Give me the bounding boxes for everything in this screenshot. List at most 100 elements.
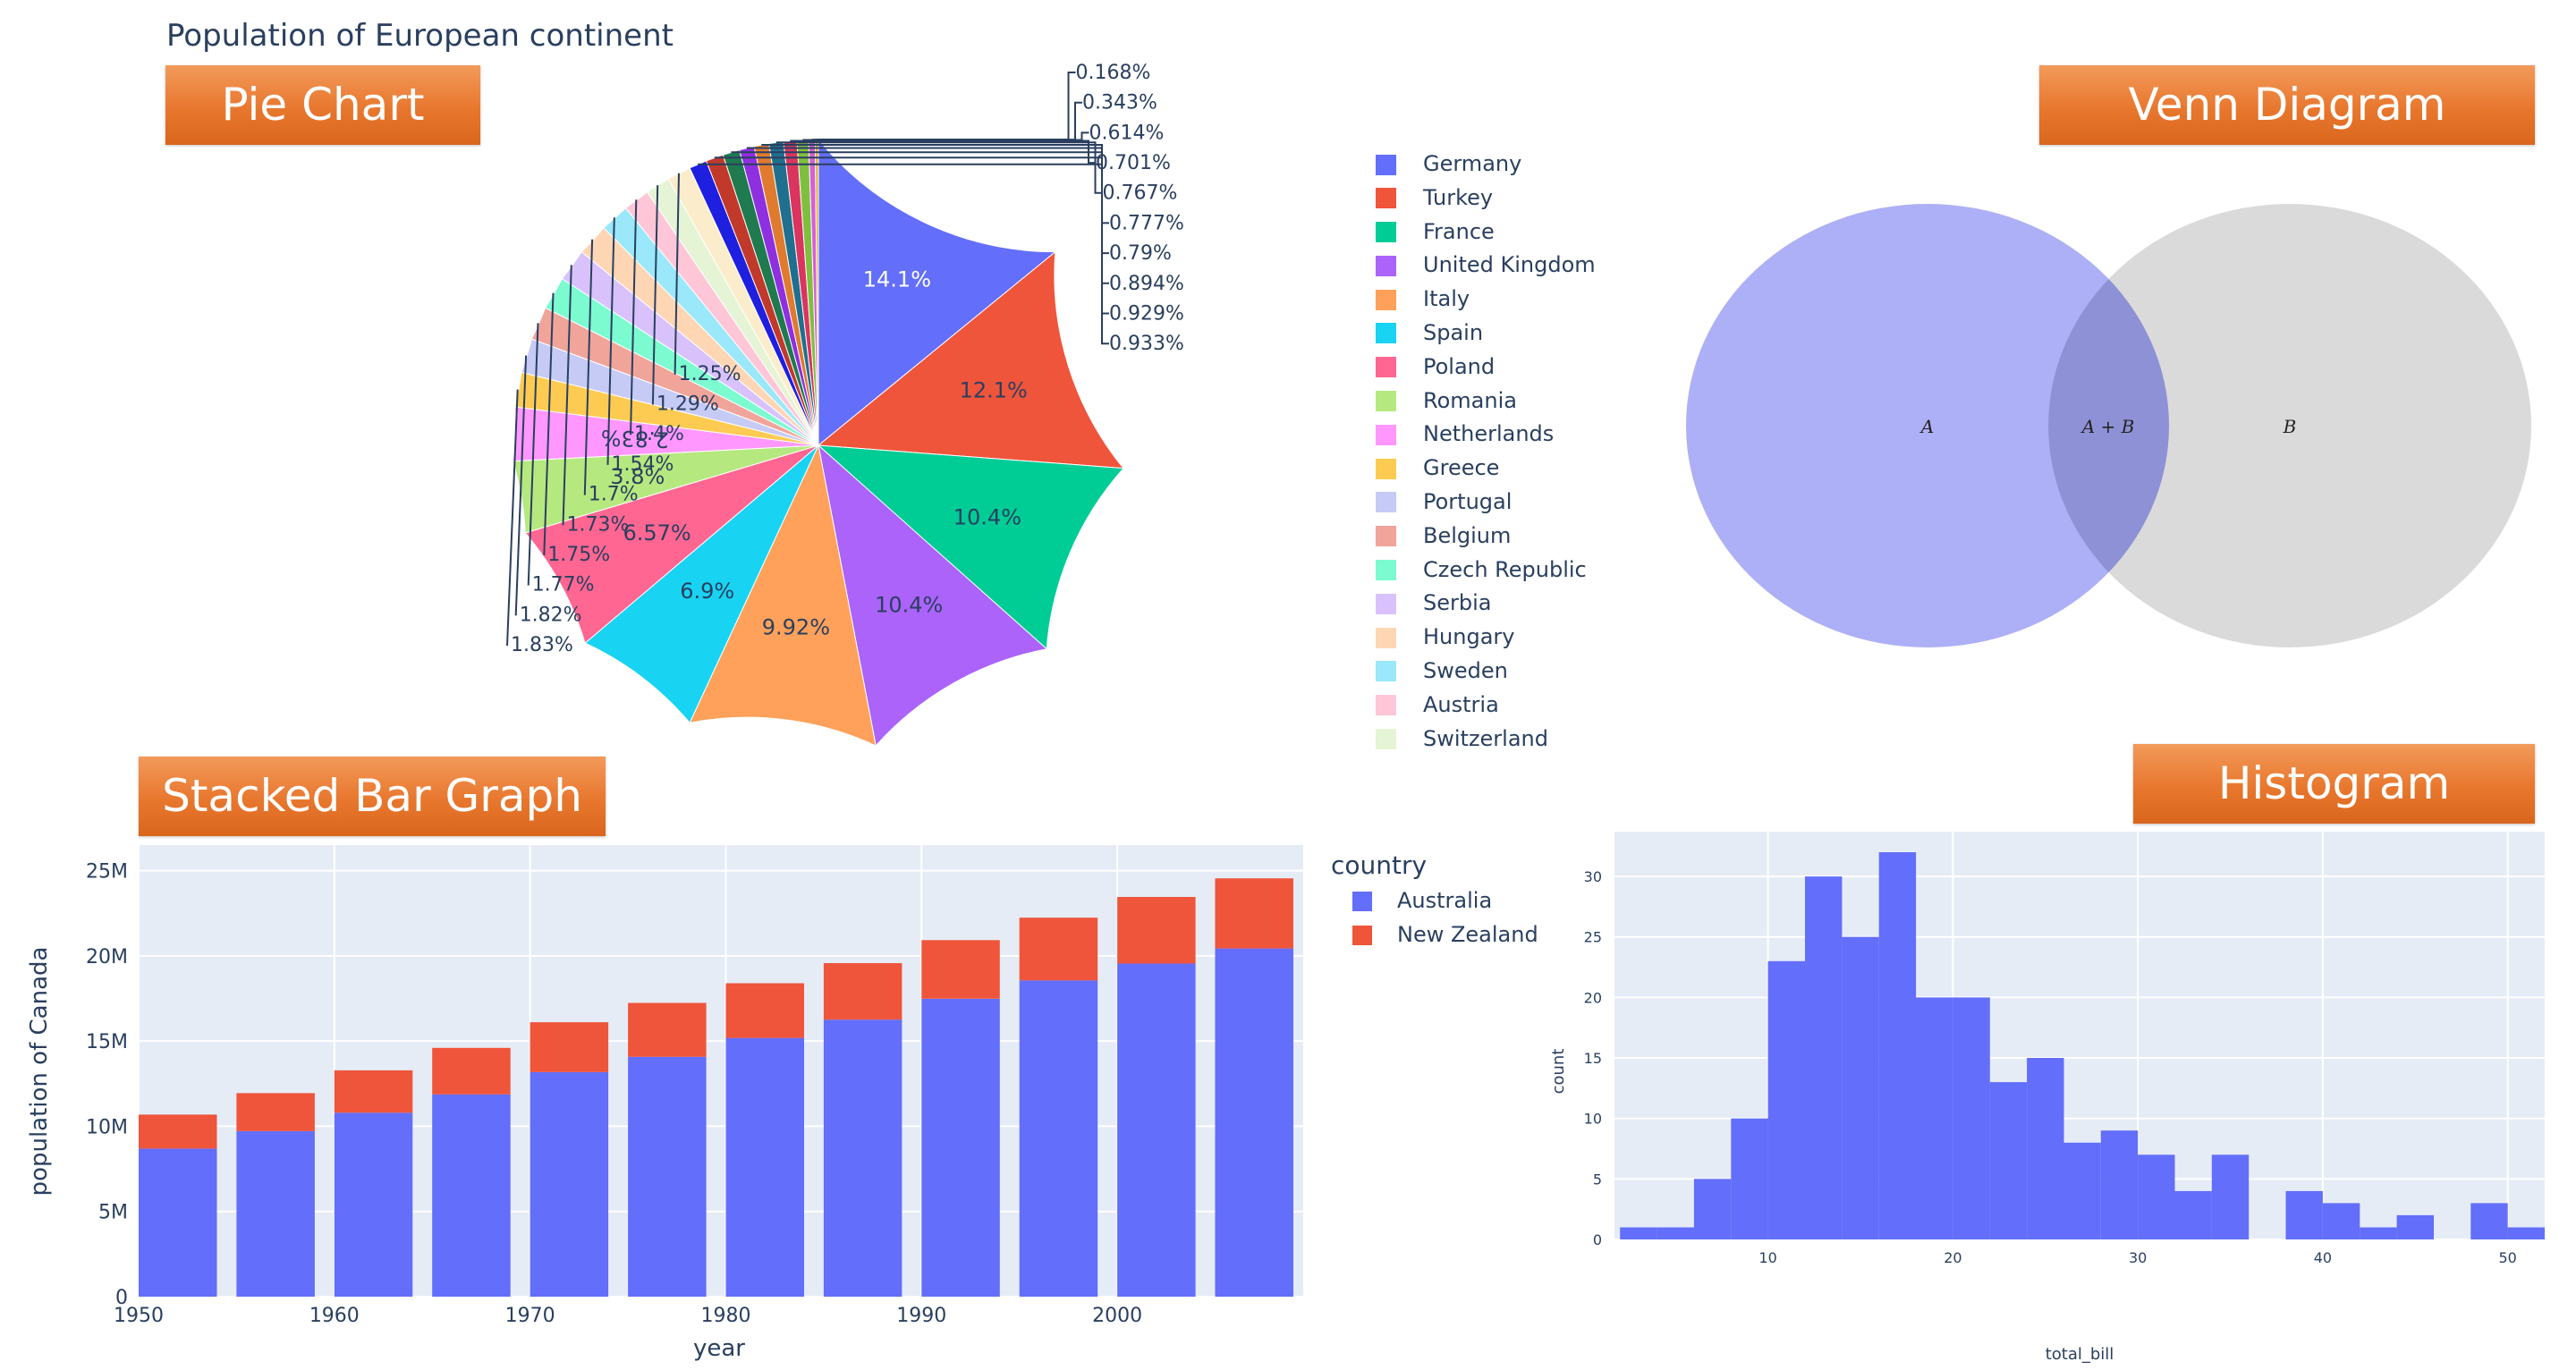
legend-item[interactable]: Switzerland bbox=[1376, 723, 1644, 757]
pie-slice-label: 3.8% bbox=[610, 464, 665, 489]
legend-item[interactable]: Belgium bbox=[1376, 520, 1644, 554]
bar-segment[interactable] bbox=[236, 1093, 315, 1131]
legend-item[interactable]: Austria bbox=[1376, 689, 1644, 723]
bar-segment[interactable] bbox=[236, 1130, 315, 1297]
histogram-bar[interactable] bbox=[1989, 1082, 2028, 1239]
histogram-bar[interactable] bbox=[2100, 1130, 2139, 1239]
histogram-bar[interactable] bbox=[1620, 1227, 1657, 1240]
page-title: Population of European continent bbox=[166, 18, 674, 54]
histogram-bar[interactable] bbox=[2360, 1227, 2397, 1240]
pie-slice-label: 10.4% bbox=[953, 504, 1021, 529]
x-axis-title: year bbox=[693, 1335, 745, 1362]
y-tick-label: 30 bbox=[1584, 868, 1602, 885]
bar-segment[interactable] bbox=[432, 1047, 511, 1095]
bar-segment[interactable] bbox=[1019, 918, 1098, 981]
legend-item[interactable]: Netherlands bbox=[1376, 418, 1644, 452]
legend-label: Poland bbox=[1423, 353, 1496, 379]
legend-item[interactable]: Czech Republic bbox=[1376, 554, 1644, 588]
bar-segment[interactable] bbox=[139, 1114, 217, 1149]
bar-segment[interactable] bbox=[725, 983, 805, 1038]
histogram-bar[interactable] bbox=[2507, 1227, 2545, 1240]
legend-item-new-zealand[interactable]: New Zealand bbox=[1331, 918, 1563, 951]
histogram-bar[interactable] bbox=[2322, 1203, 2360, 1239]
histogram-bar[interactable] bbox=[1767, 960, 1805, 1239]
bar-segment[interactable] bbox=[823, 963, 902, 1020]
legend-swatch bbox=[1376, 661, 1396, 682]
bar-segment[interactable] bbox=[432, 1094, 511, 1297]
histogram-bar[interactable] bbox=[2138, 1154, 2175, 1239]
stacked-bar-chart: 0 5M 10M 15M 20M 25M 1950 1960 1970 1980 1990 2000… bbox=[26, 845, 1303, 1362]
histogram-bar[interactable] bbox=[2027, 1058, 2064, 1239]
legend-item[interactable]: Spain bbox=[1376, 317, 1644, 351]
histogram-bar[interactable] bbox=[1916, 997, 1953, 1239]
y-tick-label: 0 bbox=[1593, 1231, 1602, 1248]
pie-slice[interactable] bbox=[818, 444, 1048, 747]
bar-segment[interactable] bbox=[530, 1071, 609, 1297]
y-axis-title: population of Canada bbox=[26, 947, 53, 1197]
histogram-bar[interactable] bbox=[2063, 1142, 2101, 1239]
pie-slice[interactable] bbox=[818, 138, 1057, 447]
bar-segment[interactable] bbox=[1117, 897, 1196, 964]
bar-segment[interactable] bbox=[921, 998, 1000, 1297]
legend-item-australia[interactable]: Australia bbox=[1331, 884, 1563, 918]
bar-segment[interactable] bbox=[628, 1002, 707, 1057]
histogram-bar[interactable] bbox=[1953, 997, 1990, 1239]
pie-slice-label: 2.83% bbox=[600, 425, 669, 452]
pie-slice[interactable] bbox=[817, 444, 1125, 650]
legend-item[interactable]: Serbia bbox=[1376, 587, 1644, 621]
pie-slice[interactable] bbox=[817, 250, 1125, 469]
histogram-bar[interactable] bbox=[2470, 1203, 2508, 1239]
bar-segment[interactable] bbox=[1215, 878, 1294, 949]
legend-item[interactable]: Sweden bbox=[1376, 655, 1644, 689]
legend-item[interactable]: Turkey bbox=[1376, 182, 1644, 216]
legend-item[interactable]: United Kingdom bbox=[1376, 249, 1644, 283]
legend-item[interactable]: Romania bbox=[1376, 385, 1644, 419]
bar-segment[interactable] bbox=[1117, 963, 1196, 1298]
bar-segment[interactable] bbox=[628, 1056, 707, 1297]
pie-slice[interactable] bbox=[524, 444, 819, 645]
pie-slice-label: 6.9% bbox=[680, 579, 734, 604]
bar-segment[interactable] bbox=[1019, 980, 1098, 1297]
pie-slice-label: 0.701% bbox=[1096, 152, 1171, 174]
pie-leader-line bbox=[775, 141, 1103, 194]
histogram-bar[interactable] bbox=[1842, 936, 1879, 1239]
histogram-bar[interactable] bbox=[1693, 1179, 1732, 1239]
histogram-bar[interactable] bbox=[2285, 1190, 2323, 1239]
x-tick-label: 1950 bbox=[114, 1305, 164, 1327]
bar-segment[interactable] bbox=[139, 1148, 217, 1297]
legend-item[interactable]: France bbox=[1376, 216, 1644, 249]
y-tick-label: 5 bbox=[1593, 1171, 1602, 1188]
bar-segment[interactable] bbox=[921, 940, 1000, 999]
bar-segment[interactable] bbox=[530, 1022, 609, 1072]
x-tick-label: 30 bbox=[2129, 1249, 2147, 1266]
x-tick-label: 40 bbox=[2314, 1249, 2332, 1266]
legend-item[interactable]: Portugal bbox=[1376, 486, 1644, 520]
legend-swatch bbox=[1376, 289, 1396, 310]
histogram-bar[interactable] bbox=[2211, 1154, 2250, 1239]
histogram-bar[interactable] bbox=[1878, 852, 1917, 1239]
legend-swatch bbox=[1352, 926, 1372, 945]
legend-item[interactable]: Greece bbox=[1376, 452, 1644, 486]
bar-segment[interactable] bbox=[334, 1070, 413, 1113]
legend-item[interactable]: Germany bbox=[1376, 148, 1644, 182]
histogram-bar[interactable] bbox=[1805, 876, 1843, 1239]
bar-segment[interactable] bbox=[725, 1037, 805, 1297]
legend-label: Greece bbox=[1423, 455, 1500, 481]
histogram-bar[interactable] bbox=[2174, 1190, 2212, 1239]
bar-segment[interactable] bbox=[823, 1019, 902, 1297]
histogram-bar[interactable] bbox=[1657, 1227, 1694, 1240]
legend-item[interactable]: Poland bbox=[1376, 351, 1644, 385]
pie-slice-label: 1.73% bbox=[567, 513, 630, 536]
histogram-chart: 0 5 10 15 20 25 30 10 20 30 40 50 count total_bill bbox=[1549, 832, 2545, 1364]
legend-swatch bbox=[1376, 255, 1396, 276]
bar-segment[interactable] bbox=[1215, 948, 1294, 1297]
bar-segment[interactable] bbox=[334, 1112, 413, 1297]
pie-slice[interactable] bbox=[689, 444, 877, 747]
legend-item[interactable]: Hungary bbox=[1376, 621, 1644, 655]
legend-item[interactable]: Italy bbox=[1376, 283, 1644, 317]
legend-label: Belgium bbox=[1423, 522, 1512, 548]
histogram-bar[interactable] bbox=[1731, 1118, 1768, 1239]
histogram-bar[interactable] bbox=[2396, 1214, 2434, 1239]
x-tick-label: 2000 bbox=[1092, 1305, 1142, 1327]
pie-slice[interactable] bbox=[584, 444, 819, 724]
